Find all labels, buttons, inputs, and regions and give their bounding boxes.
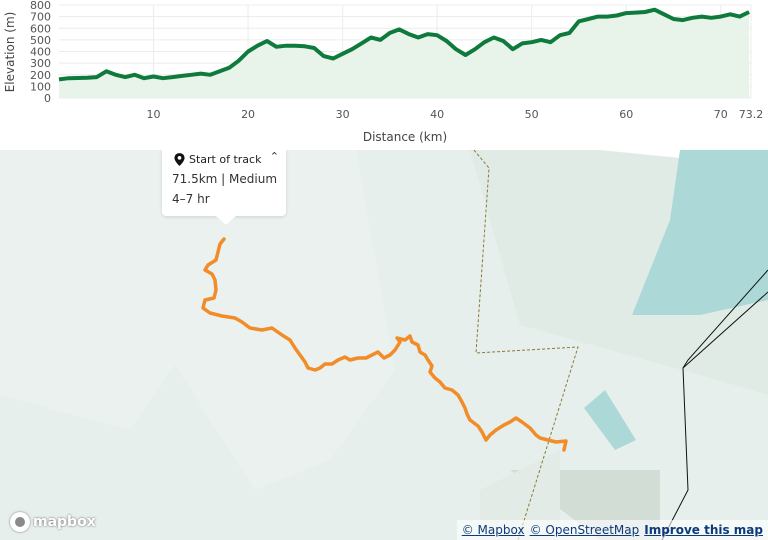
mapbox-attribution-link[interactable]: © Mapbox <box>461 523 525 537</box>
elevation-line <box>58 7 750 82</box>
chevron-up-icon[interactable]: ⌃ <box>269 150 279 163</box>
popup-arrow <box>216 216 236 225</box>
popup-title: Start of track <box>189 153 262 166</box>
x-tick-label: 73.2 <box>739 108 764 121</box>
boundary-line <box>473 150 579 540</box>
y-tick-label: 700 <box>30 11 51 24</box>
x-tick-label: 20 <box>241 108 255 121</box>
water-body-large <box>632 150 768 315</box>
map-pin-icon <box>174 153 185 166</box>
hiking-track[interactable] <box>201 237 568 452</box>
mapbox-logo[interactable]: mapbox <box>10 512 96 532</box>
x-tick-label: 40 <box>430 108 444 121</box>
x-tick-label: 70 <box>714 108 728 121</box>
x-tick-label: 60 <box>619 108 633 121</box>
grass-area-2 <box>480 450 560 540</box>
track-popup: Start of track ⌃ 71.5km | Medium 4–7 hr <box>162 150 286 216</box>
mapbox-logo-text: mapbox <box>33 514 96 530</box>
y-tick-label: 800 <box>30 0 51 12</box>
forest-area-west <box>0 150 395 490</box>
water-body-small <box>584 390 636 450</box>
x-tick-label: 30 <box>336 108 350 121</box>
y-tick-label: 500 <box>30 34 51 47</box>
x-axis-label: Distance (km) <box>363 130 447 144</box>
map-canvas[interactable] <box>0 150 768 540</box>
y-tick-label: 200 <box>30 69 51 82</box>
y-tick-label: 300 <box>30 57 51 70</box>
road-line-branch <box>682 291 768 369</box>
x-tick-label: 10 <box>147 108 161 121</box>
track-summary: 71.5km | Medium <box>172 172 278 186</box>
y-tick-label: 600 <box>30 22 51 35</box>
y-tick-label: 100 <box>30 80 51 93</box>
y-axis-label: Elevation (m) <box>3 12 17 93</box>
improve-map-link[interactable]: Improve this map <box>644 523 763 537</box>
osm-attribution-link[interactable]: © OpenStreetMap <box>529 523 640 537</box>
y-tick-label: 0 <box>44 92 51 105</box>
popup-title-row: Start of track <box>174 153 261 166</box>
elevation-chart: 0 100 200 300 400 500 600 700 800 10 20 30 40 50 60 70… <box>0 0 768 150</box>
track-duration: 4–7 hr <box>172 192 210 206</box>
y-tick-label: 400 <box>30 46 51 59</box>
elevation-area <box>59 9 750 99</box>
map-attribution: © Mapbox © OpenStreetMap Improve this ma… <box>456 520 768 540</box>
map[interactable]: Start of track ⌃ 71.5km | Medium 4–7 hr … <box>0 150 768 540</box>
mapbox-logo-icon <box>10 512 30 532</box>
x-tick-label: 50 <box>525 108 539 121</box>
